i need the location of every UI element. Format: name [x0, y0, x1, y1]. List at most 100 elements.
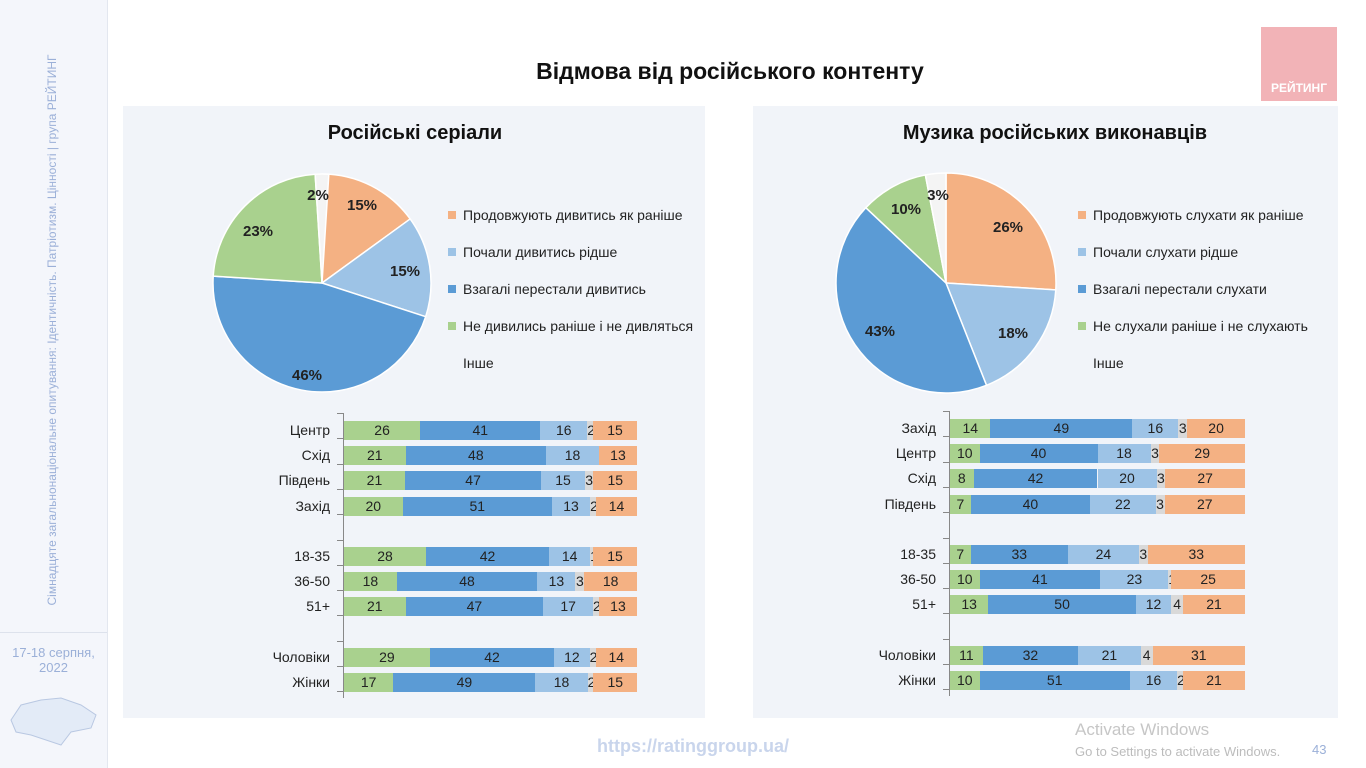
bar-segment-less: 18	[1097, 444, 1151, 464]
bar-segment-never: 17	[344, 673, 394, 692]
bar-segment-less: 12	[1135, 595, 1172, 615]
bar-segment-less: 23	[1100, 570, 1169, 590]
legend-label: Інше	[463, 355, 494, 371]
bar-segment-never: 10	[950, 671, 980, 690]
legend-item-stopped: Взагалі перестали слухати	[1078, 281, 1308, 318]
legend-swatch	[448, 248, 456, 256]
bar-segment-never: 26	[344, 421, 421, 440]
bar-category-label: Південь	[884, 495, 936, 512]
axis-tick	[337, 640, 343, 642]
chart-title-music: Музика російських виконавців	[902, 122, 1208, 144]
bar-axis	[343, 413, 344, 698]
bar-segment-less: 16	[1129, 671, 1178, 690]
legend-swatch	[1078, 359, 1086, 367]
pie-label: 2%	[307, 187, 329, 204]
pie-label: 26%	[993, 219, 1023, 236]
bar-category-label: Захід	[901, 420, 936, 436]
legend-series: Продовжують дивитись як раніше Почали див…	[448, 207, 693, 392]
pie-slice-never	[212, 173, 323, 284]
bar-segment-other: 3	[1155, 494, 1165, 514]
bar-segment-less: 13	[552, 496, 591, 516]
rating-logo: РЕЙТИНГ	[1261, 27, 1337, 101]
survey-date: 17-18 серпня, 2022	[12, 645, 95, 675]
bar-segment-stopped: 48	[405, 446, 547, 466]
bar-segment-less: 21	[1078, 645, 1141, 665]
bar-segment-other: 3	[584, 471, 594, 491]
bar-category-label: Центр	[895, 445, 936, 462]
pie-label: 43%	[865, 323, 895, 340]
legend-label: Почали дивитись рідше	[463, 244, 618, 260]
bar-segment-other: 2	[1177, 671, 1185, 690]
bar-segment-continue: 15	[593, 547, 637, 566]
legend-label: Інше	[1093, 355, 1124, 371]
bar-segment-stopped: 49	[990, 419, 1133, 438]
bar-category-label: 36-50	[900, 571, 936, 588]
bar-segment-other: 2	[590, 496, 598, 516]
bar-category-label: Схід	[301, 447, 330, 464]
bar-segment-other: 3	[1138, 545, 1148, 564]
bar-segment-continue: 14	[595, 647, 637, 667]
bar-segment-never: 21	[344, 597, 406, 617]
legend-item-other: Інше	[448, 355, 693, 392]
axis-tick	[337, 564, 343, 566]
axis-tick	[337, 590, 343, 592]
footer-url[interactable]: https://ratinggroup.ua/	[597, 736, 789, 756]
pie-label: 10%	[891, 201, 921, 218]
axis-tick	[337, 463, 343, 465]
bar-segment-less: 15	[541, 471, 585, 491]
bar-segment-never: 7	[950, 494, 971, 514]
axis-tick	[337, 514, 343, 516]
bar-category-label: Чоловіки	[272, 648, 330, 665]
legend-item-never: Не дивились раніше і не дивляться	[448, 318, 693, 355]
activate-windows-title: Activate Windows	[1075, 720, 1210, 739]
bar-segment-stopped: 41	[979, 570, 1101, 590]
bar-segment-never: 21	[344, 471, 405, 491]
bar-category-label: 51+	[912, 596, 936, 613]
bar-category-label: 51+	[306, 598, 330, 615]
legend-item-other: Інше	[1078, 355, 1308, 392]
bar-segment-continue: 21	[1183, 671, 1245, 690]
bar-segment-continue: 25	[1171, 570, 1245, 590]
bar-segment-stopped: 41	[420, 421, 541, 440]
bar-segment-never: 21	[344, 446, 406, 466]
bar-segment-stopped: 32	[982, 645, 1079, 665]
axis-tick	[943, 512, 949, 514]
bar-category-label: Жінки	[292, 674, 330, 690]
axis-tick	[943, 689, 949, 691]
bar-segment-stopped: 51	[402, 496, 553, 516]
bar-category-label: Південь	[278, 472, 330, 489]
legend-item-never: Не слухали раніше і не слухають	[1078, 318, 1308, 355]
bar-segment-stopped: 48	[396, 572, 538, 592]
logo-text: РЕЙТИНГ	[1270, 81, 1328, 95]
bar-segment-never: 18	[344, 572, 397, 592]
bar-segment-stopped: 47	[404, 471, 542, 491]
pie-label: 23%	[243, 223, 273, 240]
bar-segment-stopped: 49	[393, 673, 536, 692]
legend-swatch	[1078, 285, 1086, 293]
legend-item-less: Почали слухати рідше	[1078, 244, 1308, 281]
bar-segment-never: 28	[344, 547, 427, 566]
bar-category-label: 36-50	[294, 573, 330, 590]
pie-slice-stopped	[212, 275, 427, 393]
bar-segment-less: 16	[1132, 419, 1179, 438]
legend-swatch	[448, 285, 456, 293]
legend-swatch	[1078, 211, 1086, 219]
legend-label: Взагалі перестали слухати	[1093, 281, 1267, 297]
bar-axis	[949, 411, 950, 696]
bar-segment-stopped: 42	[973, 469, 1098, 489]
axis-tick	[337, 488, 343, 490]
legend-label: Взагалі перестали дивитись	[463, 281, 646, 297]
bar-category-label: Чоловіки	[878, 646, 936, 663]
bar-segment-other: 2	[589, 647, 598, 667]
bar-segment-other: 2	[593, 597, 601, 617]
bar-segment-continue: 14	[595, 496, 637, 516]
bar-segment-less: 18	[546, 446, 599, 466]
legend-swatch	[448, 359, 456, 367]
bar-category-label: Центр	[289, 422, 330, 438]
pie-slice-stopped	[835, 206, 988, 394]
legend-label: Продовжують слухати як раніше	[1093, 207, 1304, 223]
bar-segment-continue: 18	[584, 572, 637, 592]
axis-tick	[337, 615, 343, 617]
bar-segment-stopped: 42	[429, 647, 555, 667]
axis-tick	[943, 562, 949, 564]
